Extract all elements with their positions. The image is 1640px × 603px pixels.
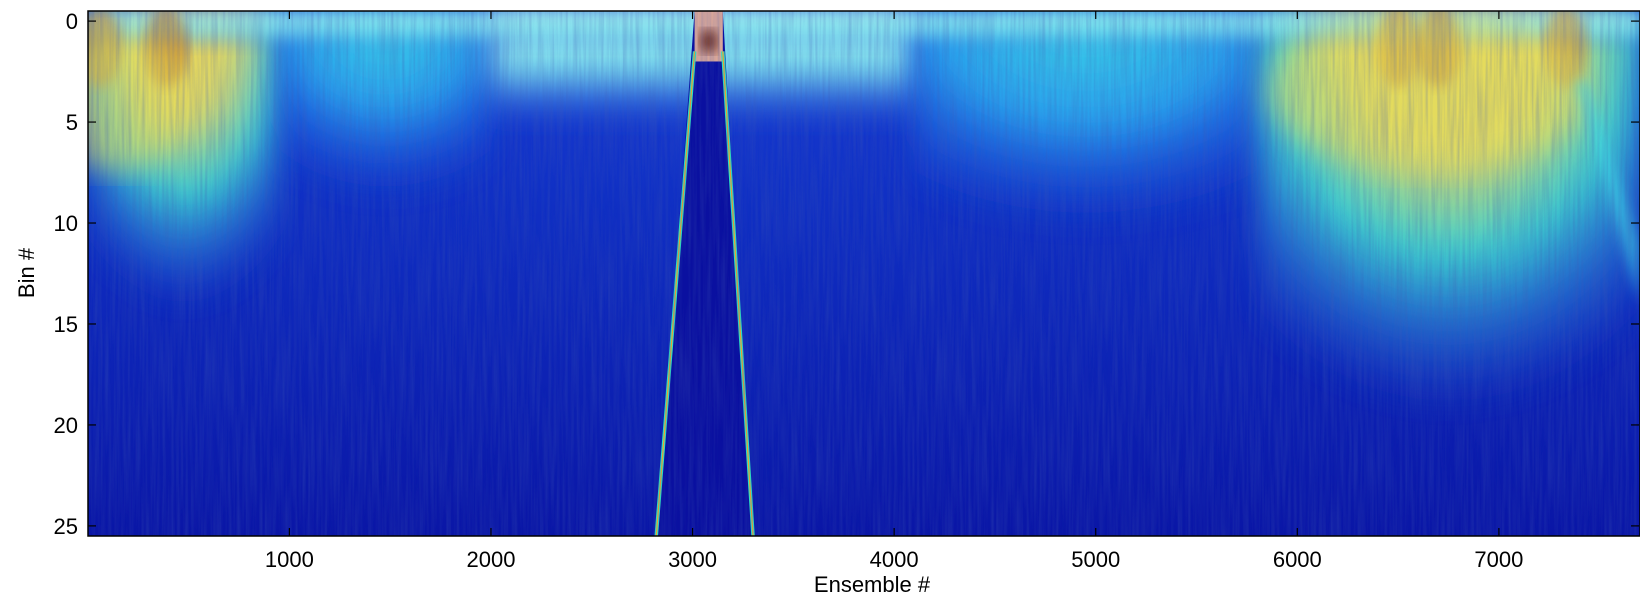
x-tick-label: 5000 (1071, 547, 1120, 572)
y-tick-label: 0 (66, 9, 78, 34)
heatmap-field (88, 11, 1640, 536)
x-tick-label: 1000 (265, 547, 314, 572)
y-tick-label: 25 (54, 514, 78, 539)
x-ticks: 1000 2000 3000 4000 5000 6000 7000 (265, 11, 1523, 572)
streak-texture (88, 11, 1640, 536)
x-tick-label: 6000 (1273, 547, 1322, 572)
x-axis-label: Ensemble # (814, 572, 931, 597)
y-ticks: 0 5 10 15 20 25 (54, 9, 1639, 539)
y-tick-label: 5 (66, 110, 78, 135)
x-tick-label: 4000 (870, 547, 919, 572)
y-axis-label: Bin # (14, 247, 39, 298)
y-tick-label: 10 (54, 211, 78, 236)
y-tick-label: 15 (54, 312, 78, 337)
axes (87, 10, 1640, 537)
x-tick-label: 7000 (1474, 547, 1523, 572)
y-tick-label: 20 (54, 413, 78, 438)
plot-frame (87, 10, 1640, 537)
x-tick-label: 3000 (668, 547, 717, 572)
x-tick-label: 2000 (466, 547, 515, 572)
